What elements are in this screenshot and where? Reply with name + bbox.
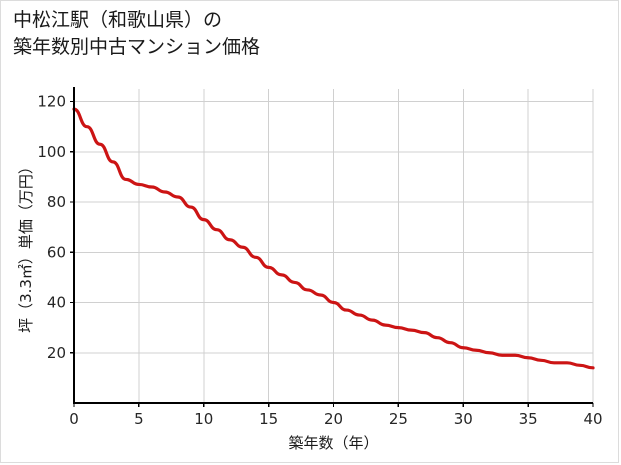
- x-axis-title: 築年数（年）: [288, 434, 378, 452]
- y-tick-label: 80: [47, 193, 66, 211]
- price-line-series: [72, 107, 595, 370]
- x-tick-label: 20: [324, 410, 343, 428]
- x-tick-label: 40: [583, 410, 602, 428]
- x-tick-label: 35: [519, 410, 538, 428]
- chart-title: 中松江駅（和歌山県）の 築年数別中古マンション価格: [13, 9, 261, 58]
- x-tick-label: 25: [389, 410, 408, 428]
- y-tick-label: 20: [47, 344, 66, 362]
- y-tick-label: 60: [47, 243, 66, 261]
- y-tick-label: 40: [47, 294, 66, 312]
- x-tick-label: 5: [134, 410, 144, 428]
- tick-marks: [70, 100, 594, 407]
- series-group: [72, 107, 595, 370]
- y-tick-label: 100: [37, 143, 66, 161]
- x-tick-label: 10: [194, 410, 213, 428]
- x-tick-label: 15: [259, 410, 278, 428]
- x-tick-label: 0: [69, 410, 79, 428]
- x-tick-labels: 0 5 10 15 20 25 30 35 40: [69, 410, 602, 428]
- y-tick-labels: 20 40 60 80 100 120: [37, 93, 66, 362]
- y-axis-title: 坪（3.3㎡）単価（万円）: [17, 159, 35, 333]
- x-tick-label: 30: [454, 410, 473, 428]
- y-tick-label: 120: [37, 93, 66, 111]
